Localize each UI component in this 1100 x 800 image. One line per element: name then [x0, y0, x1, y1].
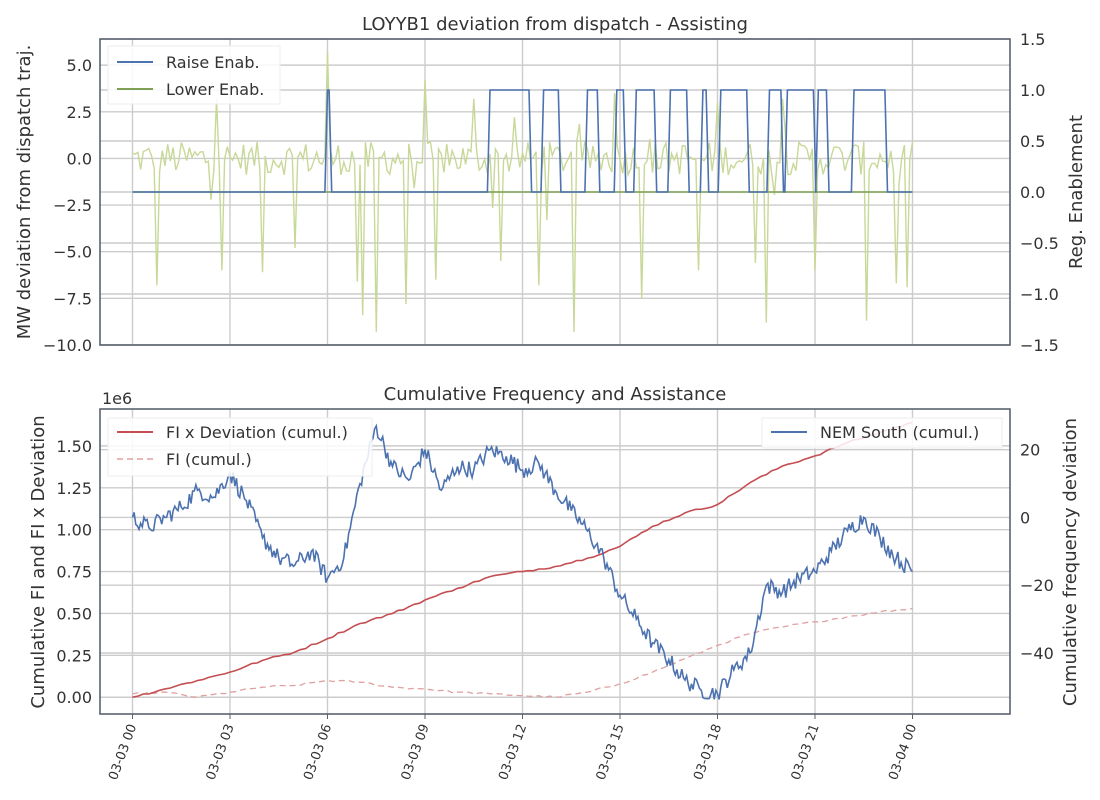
bottom-y2-tick-label: 20 [1020, 441, 1040, 460]
legend-label-raise-enab: Raise Enab. [166, 53, 260, 72]
top-y-axis-label: MW deviation from dispatch traj. [14, 45, 35, 340]
top-y2-tick-label: −1.0 [1020, 285, 1059, 304]
bottom-y-tick-label: 1.00 [56, 521, 92, 540]
top-legend-box [107, 45, 281, 105]
bottom-left-legend-box [107, 417, 373, 477]
legend-label-lower-enab: Lower Enab. [166, 80, 264, 99]
top-chart-title: LOYYB1 deviation from dispatch - Assisti… [362, 14, 748, 35]
series-raise-enab [132, 89, 913, 193]
bottom-left-legend: FI x Deviation (cumul.) FI (cumul.) [107, 417, 373, 477]
top-legend: Raise Enab. Lower Enab. [107, 45, 281, 105]
bottom-y2-tick-label: 0 [1020, 508, 1030, 527]
bottom-y-tick-label: 0.00 [56, 688, 92, 707]
top-y2-tick-label: −1.5 [1020, 336, 1059, 355]
x-tick-label: 03-04 00 [886, 722, 920, 782]
top-y2-tick-label: 1.5 [1020, 30, 1045, 49]
top-y-tick-label: 2.5 [67, 103, 92, 122]
bottom-chart-title: Cumulative Frequency and Assistance [384, 384, 727, 405]
bottom-y-tick-label: 0.75 [56, 563, 92, 582]
bottom-y-scale-label: 1e6 [102, 389, 132, 408]
x-tick-label: 03-03 15 [594, 722, 628, 782]
legend-label-fi-cumul: FI (cumul.) [166, 450, 252, 469]
top-plot-frame [99, 38, 1011, 346]
top-y-tick-label: 0.0 [67, 149, 92, 168]
bottom-y-tick-label: 1.25 [56, 479, 92, 498]
legend-label-nem-south: NEM South (cumul.) [820, 423, 979, 442]
top-y-tick-label: −5.0 [53, 243, 92, 262]
x-tick-label: 03-03 21 [789, 722, 823, 782]
x-tick-label: 03-03 09 [399, 722, 433, 782]
bottom-right-legend: NEM South (cumul.) [761, 417, 1003, 449]
top-y-tick-label: −10.0 [43, 336, 92, 355]
series-fi-x-deviation-cumul [132, 421, 913, 698]
x-tick-label: 03-03 06 [301, 722, 335, 782]
top-y-tick-label: −2.5 [53, 196, 92, 215]
bottom-y2-axis-label: Cumulative frequency deviation [1060, 418, 1081, 706]
x-tick-label: 03-03 12 [496, 722, 530, 782]
top-y2-tick-label: −0.5 [1020, 234, 1059, 253]
bottom-y-tick-label: 0.25 [56, 646, 92, 665]
bottom-y2-tick-label: −40 [1020, 644, 1054, 663]
top-y2-tick-label: 0.0 [1020, 183, 1045, 202]
series-fi-cumul [132, 607, 913, 699]
bottom-y-axis-label: Cumulative FI and FI x Deviation [28, 415, 49, 708]
x-tick-label: 03-03 00 [106, 722, 140, 782]
x-tick-label: 03-03 03 [204, 722, 238, 782]
top-y2-tick-label: 1.0 [1020, 81, 1045, 100]
top-y2-axis-label: Reg. Enablement [1066, 115, 1087, 269]
x-tick-label: 03-03 18 [691, 722, 725, 782]
bottom-y-tick-label: 0.50 [56, 604, 92, 623]
series-nem-south-cumul [131, 423, 914, 700]
top-y2-tick-label: 0.5 [1020, 132, 1045, 151]
bottom-y2-tick-label: −20 [1020, 576, 1054, 595]
top-y-tick-label: 5.0 [67, 56, 92, 75]
series-deviation-trace [132, 52, 914, 332]
top-y-tick-label: −7.5 [53, 289, 92, 308]
bottom-plot-frame [99, 408, 1011, 715]
top-chart: LOYYB1 deviation from dispatch - Assisti… [14, 14, 1087, 355]
legend-label-fi-x-deviation: FI x Deviation (cumul.) [166, 423, 348, 442]
bottom-y-tick-label: 1.50 [56, 437, 92, 456]
bottom-chart: Cumulative Frequency and Assistance 1e6 … [28, 384, 1081, 782]
